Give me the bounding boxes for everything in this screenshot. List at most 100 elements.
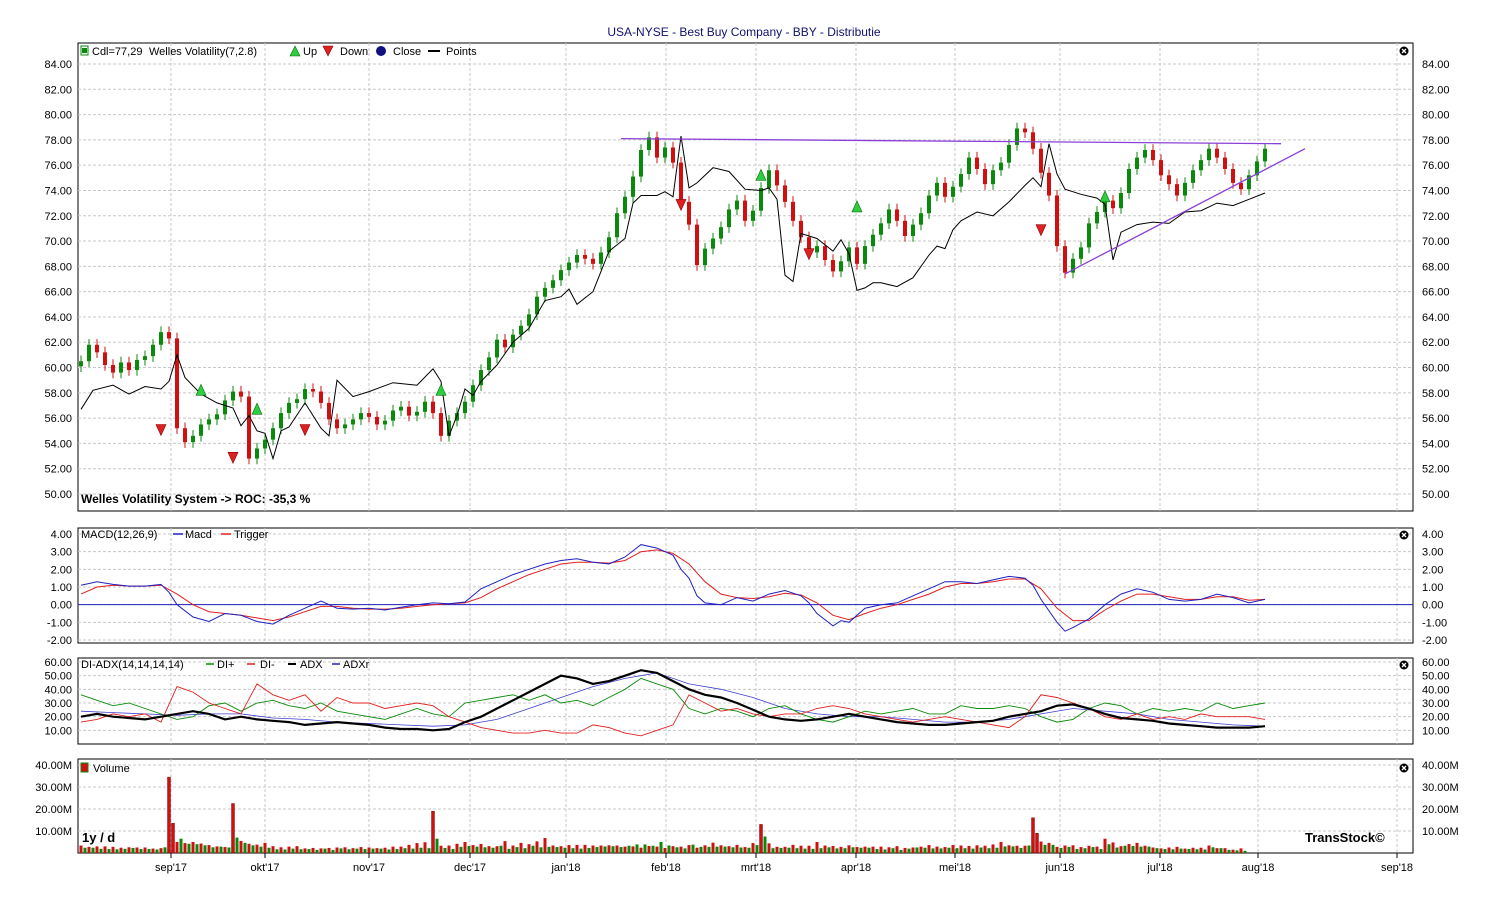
candle-body xyxy=(159,332,163,345)
volume-bar xyxy=(743,847,747,853)
macd-panel xyxy=(77,527,1414,644)
candle-body xyxy=(439,413,443,436)
macd-tick-left: 2.00 xyxy=(51,564,72,576)
price-tick-left: 50.00 xyxy=(44,489,72,501)
price-tick-right: 82.00 xyxy=(1422,84,1450,96)
volume-bar xyxy=(1239,848,1243,853)
candle-body xyxy=(1263,148,1267,162)
volume-bar xyxy=(1071,845,1075,853)
volume-bar xyxy=(1107,844,1111,853)
macd-tick-right: 1.00 xyxy=(1422,582,1443,594)
volume-bar xyxy=(535,841,539,853)
price-tick-right: 52.00 xyxy=(1422,464,1450,476)
volume-bar xyxy=(723,846,727,853)
candle-body xyxy=(247,396,251,459)
volume-bar xyxy=(1027,845,1031,853)
volume-bar xyxy=(459,846,463,853)
volume-bar xyxy=(843,848,847,853)
volume-bar xyxy=(1167,847,1171,853)
candle-body xyxy=(383,420,387,425)
volume-bar xyxy=(223,847,227,853)
candle-body xyxy=(279,413,283,429)
candle-body xyxy=(1031,132,1035,149)
volume-bar xyxy=(359,847,363,853)
volume-bar xyxy=(1063,845,1067,853)
volume-bar xyxy=(1135,842,1139,853)
volume-bar xyxy=(767,843,771,853)
volume-bar xyxy=(483,847,487,853)
volume-bar xyxy=(1099,849,1103,853)
candle-body xyxy=(351,419,355,425)
close-price-panel-button[interactable] xyxy=(1399,46,1409,56)
x-axis-label: apr'18 xyxy=(841,862,871,874)
volume-bar xyxy=(1103,838,1107,853)
volume-bar xyxy=(103,846,107,853)
volume-bar xyxy=(955,848,959,853)
x-axis-label: sep'18 xyxy=(1381,862,1413,874)
volume-bar xyxy=(491,847,495,853)
adx-line xyxy=(80,669,1266,732)
volume-bar xyxy=(711,842,715,853)
close-macd-panel-button[interactable] xyxy=(1399,530,1409,540)
candle-body xyxy=(599,252,603,264)
adx-panel xyxy=(77,657,1414,745)
candle-body xyxy=(303,389,307,400)
close-adx-panel-button[interactable] xyxy=(1399,660,1409,670)
volume-bar xyxy=(267,847,271,853)
adx-tick-left: 60.00 xyxy=(44,657,72,669)
volume-bar xyxy=(1003,846,1007,853)
volume-bar xyxy=(83,847,87,853)
volume-bar xyxy=(895,846,899,853)
volume-bar xyxy=(303,848,307,853)
volume-bar xyxy=(135,847,139,853)
candle-body xyxy=(511,334,515,348)
volume-bar xyxy=(935,846,939,853)
volume-bar xyxy=(355,848,359,853)
candle-body xyxy=(551,280,555,288)
close-volume-panel-button[interactable] xyxy=(1399,763,1409,773)
volume-bar xyxy=(463,842,467,853)
volume-bar xyxy=(1211,847,1215,853)
volume-bar xyxy=(911,847,915,853)
candle-body xyxy=(983,168,987,185)
volume-bar xyxy=(831,845,835,853)
candle-body xyxy=(343,424,347,429)
candle-body xyxy=(719,227,723,239)
candle-body xyxy=(111,365,115,373)
volume-bar xyxy=(239,840,243,853)
volume-bar xyxy=(847,845,851,853)
candle-body xyxy=(479,370,483,386)
candle-body xyxy=(375,416,379,425)
candle-body xyxy=(727,209,731,228)
up-signal xyxy=(195,383,207,396)
volume-bar xyxy=(243,842,247,853)
volume-bar xyxy=(171,823,175,854)
candle-body xyxy=(855,247,859,264)
x-axis-label: aug'18 xyxy=(1242,862,1275,874)
volume-bar xyxy=(327,847,331,853)
candle-body xyxy=(431,401,435,414)
volume-bar xyxy=(507,848,511,853)
volume-bar xyxy=(403,848,407,853)
price-tick-right: 74.00 xyxy=(1422,185,1450,197)
volume-bar xyxy=(207,845,211,853)
adx-tick-left: 10.00 xyxy=(44,725,72,737)
volume-bar xyxy=(143,847,147,853)
adx-legend-name: DI-ADX(14,14,14,14) xyxy=(81,659,184,671)
candle-body xyxy=(1127,168,1131,193)
volume-bar xyxy=(1143,845,1147,853)
volume-bar xyxy=(99,848,103,853)
volume-bar xyxy=(903,847,907,853)
candle-body xyxy=(831,260,835,272)
down-signal xyxy=(227,452,239,465)
candle-body xyxy=(311,389,315,392)
candle-body xyxy=(879,223,883,235)
volume-tick-left: 10.00M xyxy=(35,826,72,838)
volume-bar xyxy=(623,846,627,853)
volume-bar xyxy=(663,847,667,853)
candle-body xyxy=(615,213,619,238)
candle-body xyxy=(167,332,171,339)
volume-bar xyxy=(419,847,423,853)
volume-bar xyxy=(283,849,287,853)
volume-bar xyxy=(1067,846,1071,853)
